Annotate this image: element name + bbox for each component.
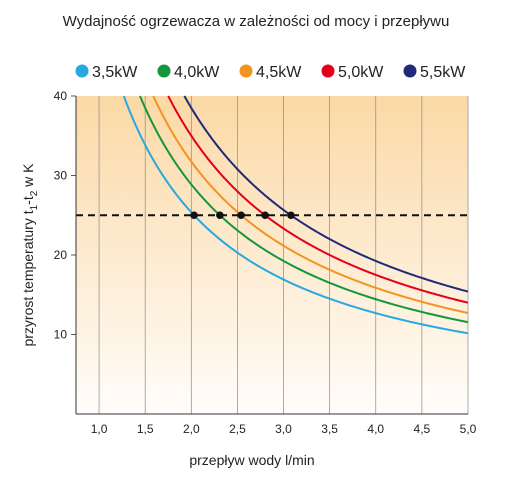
- series-line-5-5kW: [183, 95, 469, 293]
- legend-label: 5,0kW: [338, 64, 384, 81]
- y-tick-label: 20: [54, 248, 68, 262]
- legend-swatch: [239, 64, 253, 78]
- chart-title: Wydajność ogrzewacza w zależności od moc…: [63, 13, 450, 30]
- series-line-4-5kW: [152, 95, 469, 315]
- x-axis-title: przepływ wody l/min: [189, 452, 314, 468]
- legend-item: 5,0kW: [321, 64, 384, 81]
- y-tick-labels: 10 20 30 40: [54, 89, 68, 342]
- legend-swatch: [75, 64, 89, 78]
- legend: 3,5kW 4,0kW 4,5kW 5,0kW 5,5kW: [75, 64, 466, 81]
- y-axis-title-sub2: 2: [29, 190, 40, 196]
- y-tick-label: 10: [54, 328, 68, 342]
- axes: [75, 96, 468, 415]
- series-line-4-0kW: [139, 95, 469, 324]
- y-tick-label: 40: [54, 89, 68, 103]
- legend-label: 3,5kW: [92, 64, 138, 81]
- x-tick-label: 3,0: [275, 422, 292, 436]
- x-tick-label: 2,0: [183, 422, 200, 436]
- x-tick-label: 3,5: [321, 422, 338, 436]
- y-axis-title-dash: -t: [20, 196, 36, 205]
- legend-swatch: [321, 64, 335, 78]
- intersection-point: [190, 211, 198, 220]
- legend-label: 4,0kW: [174, 64, 220, 81]
- legend-item: 3,5kW: [75, 64, 138, 81]
- series-line-3-5kW: [122, 95, 469, 335]
- y-tick-label: 30: [54, 169, 68, 183]
- legend-item: 4,5kW: [239, 64, 302, 81]
- intersection-point: [237, 211, 245, 220]
- x-tick-label: 4,0: [367, 422, 384, 436]
- y-axis-title-sub1: 1: [29, 204, 40, 210]
- x-tick-label: 4,5: [414, 422, 431, 436]
- x-tick-labels: 1,0 1,5 2,0 2,5 3,0 3,5 4,0 4,5 5,0: [91, 422, 477, 436]
- x-tick-label: 1,5: [137, 422, 154, 436]
- y-axis-title: przyrost temperatury t1-t2 w K: [20, 163, 40, 347]
- y-axis-title-main: przyrost temperatury t: [20, 210, 36, 346]
- x-tick-label: 5,0: [460, 422, 477, 436]
- legend-label: 4,5kW: [256, 64, 302, 81]
- series-group: [122, 95, 469, 335]
- intersection-points: [190, 211, 295, 220]
- intersection-point: [287, 211, 295, 220]
- x-tick-label: 2,5: [229, 422, 246, 436]
- y-axis-title-unit: w K: [20, 163, 36, 191]
- series-line-5-0kW: [167, 95, 469, 304]
- intersection-point: [216, 211, 224, 220]
- legend-item: 5,5kW: [403, 64, 466, 81]
- legend-swatch: [403, 64, 417, 78]
- x-tick-label: 1,0: [91, 422, 108, 436]
- legend-item: 4,0kW: [157, 64, 220, 81]
- legend-swatch: [157, 64, 171, 78]
- legend-label: 5,5kW: [420, 64, 466, 81]
- intersection-point: [261, 211, 269, 220]
